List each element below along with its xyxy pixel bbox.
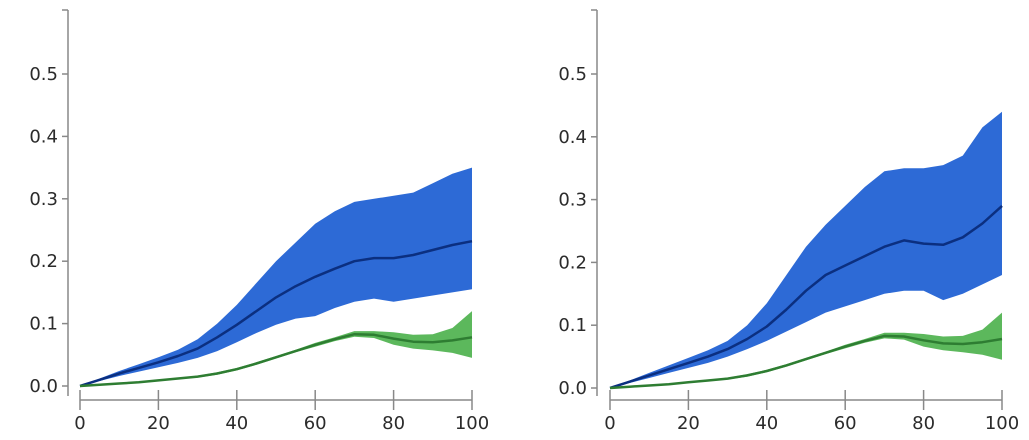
y-tick-label: 0.5 [558, 64, 587, 85]
chart-panel-left: 0.0 0.1 0.2 0.3 0.4 0.5 0 20 40 60 80 100 [29, 9, 489, 434]
x-tick-label: 20 [677, 413, 700, 434]
y-tick-label: 0.2 [29, 251, 58, 272]
x-tick-label: 60 [834, 413, 857, 434]
x-tick-label: 80 [382, 413, 405, 434]
y-tick-label: 0.1 [29, 314, 58, 335]
x-tick-label: 100 [455, 413, 489, 434]
x-tick-label: 0 [604, 413, 615, 434]
x-tick-label: 40 [225, 413, 248, 434]
y-tick-label: 0.3 [558, 190, 587, 211]
y-tick-label: 0.0 [558, 378, 587, 399]
series-1-line [79, 332, 473, 388]
x-tick-label: 100 [985, 413, 1019, 434]
y-tick-label: 0.3 [29, 189, 58, 210]
series-1-band [610, 312, 1002, 388]
x-tick-label: 40 [755, 413, 778, 434]
y-tick-label: 0.4 [29, 126, 58, 147]
series-1-line [609, 334, 1003, 390]
series-0-line [609, 204, 1003, 390]
y-tick-label: 0.0 [29, 376, 58, 397]
x-tick-label: 80 [912, 413, 935, 434]
x-tick-label: 60 [304, 413, 327, 434]
y-tick-label: 0.2 [558, 252, 587, 273]
y-tick-label: 0.5 [29, 64, 58, 85]
y-tick-label: 0.1 [558, 315, 587, 336]
series-0-band [610, 111, 1002, 388]
x-tick-label: 20 [147, 413, 170, 434]
y-tick-label: 0.4 [558, 127, 587, 148]
x-tick-label: 0 [74, 413, 85, 434]
series-0-line [79, 239, 473, 388]
chart-panel-right: 0.0 0.1 0.2 0.3 0.4 0.5 0 20 40 60 80 100 [558, 9, 1019, 434]
series-0-band [80, 167, 472, 386]
